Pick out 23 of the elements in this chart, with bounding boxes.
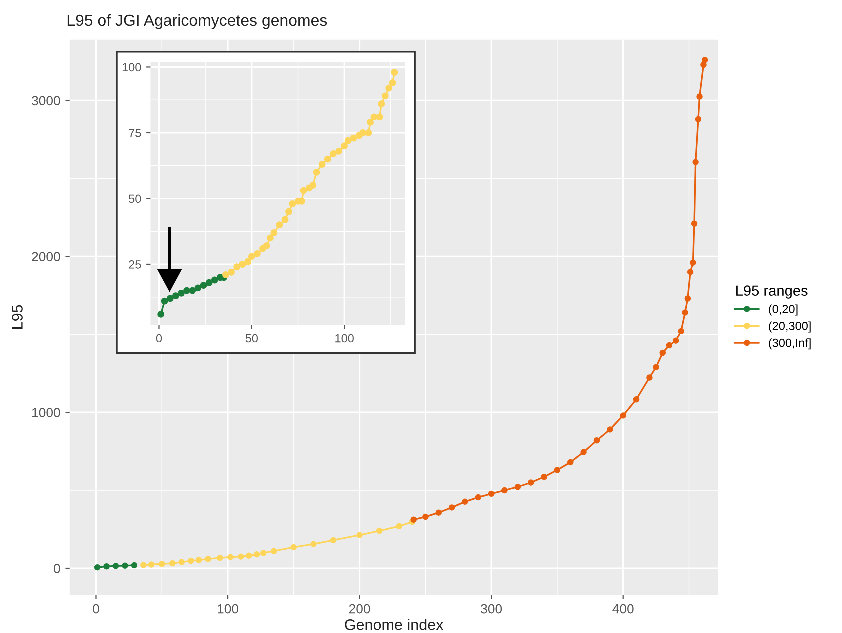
- x-tick-label: 50: [246, 334, 258, 343]
- x-tick-label: 300: [481, 604, 502, 614]
- y-tick-label: 2000: [32, 252, 60, 262]
- x-tick-label: 400: [612, 604, 634, 614]
- x-tick-label: 0: [156, 334, 162, 343]
- chart-title: L95 of JGI Agaricomycetes genomes: [68, 14, 328, 30]
- x-tick-label: 100: [336, 334, 354, 343]
- y-axis-title: L95: [12, 305, 23, 329]
- y-tick-label: 1000: [32, 408, 60, 418]
- y-tick-label: 100: [122, 63, 142, 72]
- legend-label: (300,Inf]: [769, 338, 811, 350]
- legend-label: (0,20]: [769, 304, 798, 316]
- y-tick-label: 3000: [32, 96, 60, 106]
- y-tick-label: 25: [129, 260, 142, 269]
- x-tick-label: 0: [93, 604, 100, 614]
- x-tick-label: 200: [349, 604, 370, 614]
- x-axis-title: Genome index: [345, 619, 444, 630]
- y-tick-label: 50: [129, 194, 142, 204]
- legend-label: (20,300]: [769, 322, 811, 333]
- x-tick-label: 100: [218, 604, 239, 614]
- legend-title: L95 ranges: [736, 286, 808, 299]
- y-tick-label: 75: [129, 129, 142, 138]
- y-tick-label: 0: [54, 564, 60, 574]
